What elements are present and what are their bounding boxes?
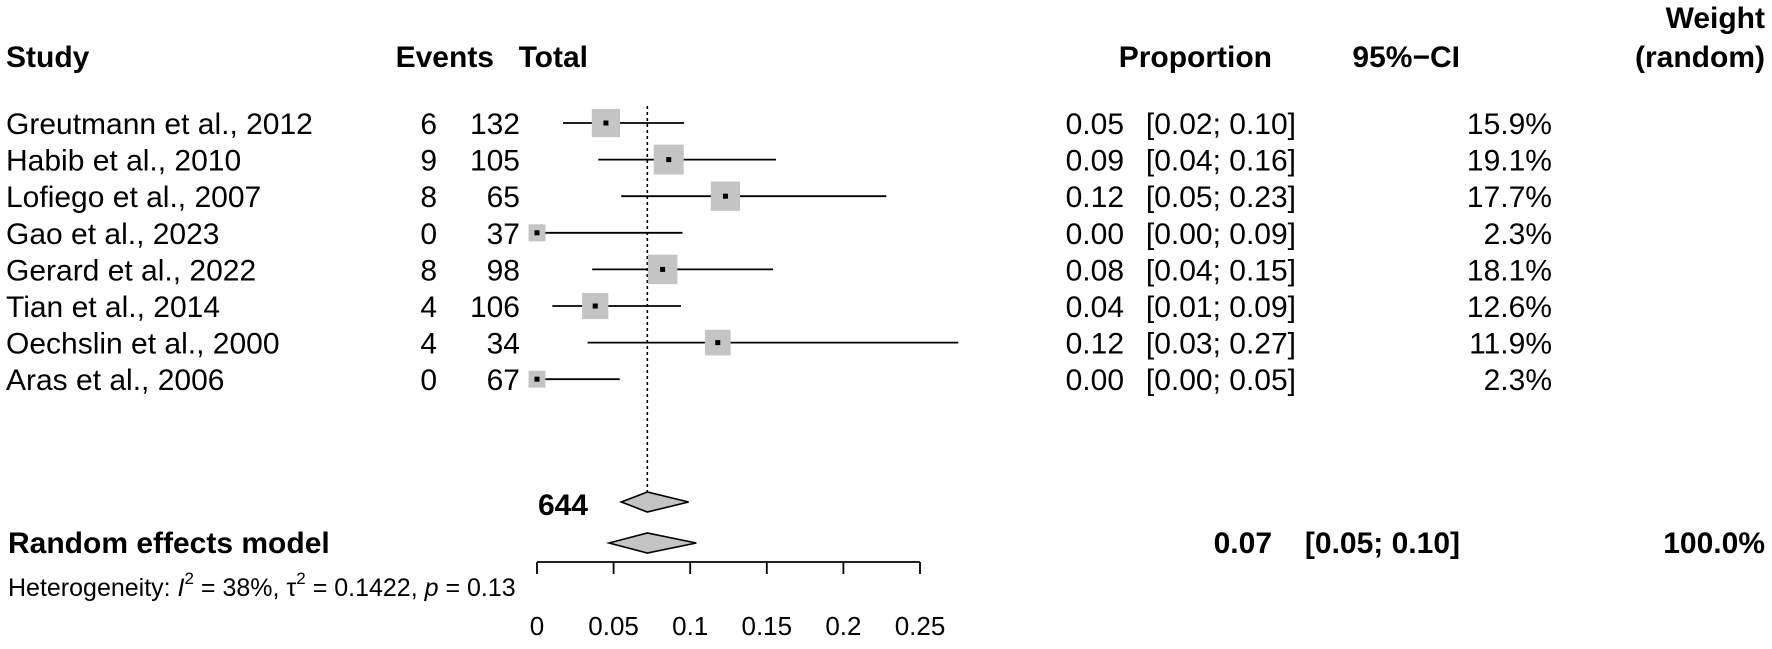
study-weight: 11.9%	[1469, 328, 1552, 361]
study-name: Greutmann et al., 2012	[6, 108, 313, 141]
header-study: Study	[6, 41, 90, 74]
study-ci: [0.00; 0.09]	[1146, 218, 1296, 251]
study-weight: 15.9%	[1467, 108, 1552, 141]
study-total: 65	[487, 181, 520, 214]
study-events: 4	[420, 328, 437, 361]
tau-value: = 0.1422,	[306, 574, 425, 602]
i2-superscript: 2	[185, 569, 194, 588]
study-total: 37	[487, 218, 520, 251]
random-effects-diamond	[605, 532, 697, 554]
study-weight: 12.6%	[1467, 291, 1552, 324]
random-effects-label: Random effects model	[8, 527, 330, 560]
study-weight: 19.1%	[1467, 145, 1552, 178]
x-axis-tick-label: 0.1	[672, 611, 708, 641]
tau-symbol: τ	[286, 574, 296, 602]
study-events: 6	[420, 108, 437, 141]
header-total: Total	[519, 41, 588, 74]
study-proportion: 0.12	[1066, 328, 1124, 361]
study-ci: [0.04; 0.15]	[1146, 254, 1296, 287]
study-name: Oechslin et al., 2000	[6, 328, 280, 361]
study-events: 8	[420, 254, 437, 287]
study-events: 9	[420, 145, 437, 178]
p-value: = 0.13	[439, 574, 516, 602]
study-proportion: 0.04	[1066, 291, 1124, 324]
study-point	[534, 230, 540, 236]
study-point	[534, 376, 540, 382]
study-ci: [0.03; 0.27]	[1146, 328, 1296, 361]
x-axis-tick-label: 0.05	[588, 611, 639, 641]
study-total: 106	[470, 291, 520, 324]
study-weight: 2.3%	[1484, 364, 1552, 397]
x-axis-tick-label: 0.25	[895, 611, 946, 641]
header-ci: 95%−CI	[1352, 41, 1460, 74]
study-point	[715, 340, 721, 346]
study-proportion: 0.08	[1066, 254, 1124, 287]
heterogeneity-text: Heterogeneity: I2 = 38%, τ2 = 0.1422, p …	[8, 569, 516, 602]
study-name: Tian et al., 2014	[6, 291, 220, 324]
header-proportion: Proportion	[1119, 41, 1272, 74]
pooled-diamond	[619, 491, 689, 513]
pooled-total: 644	[538, 489, 588, 522]
study-rows: Greutmann et al., 2012 6 132 0.05 [0.02; 0.1…	[6, 108, 1552, 397]
study-weight: 18.1%	[1467, 254, 1552, 287]
study-name: Lofiego et al., 2007	[6, 181, 261, 214]
study-point	[592, 303, 598, 309]
study-total: 132	[470, 108, 520, 141]
study-total: 34	[487, 328, 520, 361]
study-point	[660, 266, 666, 272]
p-symbol: p	[424, 574, 439, 602]
study-ci: [0.05; 0.23]	[1146, 181, 1296, 214]
header-weight-line1: Weight	[1666, 2, 1765, 35]
study-ci: [0.02; 0.10]	[1146, 108, 1296, 141]
study-proportion: 0.05	[1066, 108, 1124, 141]
study-name: Gao et al., 2023	[6, 218, 220, 251]
study-ci: [0.04; 0.16]	[1146, 145, 1296, 178]
x-axis-tick-label: 0.15	[741, 611, 792, 641]
study-point	[722, 193, 728, 199]
study-ci: [0.00; 0.05]	[1146, 364, 1296, 397]
study-total: 67	[487, 364, 520, 397]
i2-value: = 38%,	[194, 574, 286, 602]
study-proportion: 0.09	[1066, 145, 1124, 178]
study-name: Aras et al., 2006	[6, 364, 224, 397]
study-proportion: 0.00	[1066, 218, 1124, 251]
x-axis-tick-label: 0.2	[825, 611, 861, 641]
study-events: 4	[420, 291, 437, 324]
study-total: 98	[487, 254, 520, 287]
study-ci: [0.01; 0.09]	[1146, 291, 1296, 324]
study-proportion: 0.00	[1066, 364, 1124, 397]
i2-symbol: I	[178, 574, 185, 602]
study-events: 0	[420, 364, 437, 397]
random-effects-proportion: 0.07	[1214, 527, 1272, 560]
study-point	[666, 157, 672, 163]
random-effects-weight: 100.0%	[1663, 527, 1765, 560]
plot-area: 0 0.05 0.1 0.15 0.2 0.25	[528, 106, 959, 641]
study-total: 105	[470, 145, 520, 178]
study-name: Gerard et al., 2022	[6, 254, 256, 287]
study-name: Habib et al., 2010	[6, 145, 241, 178]
random-effects-ci: [0.05; 0.10]	[1305, 527, 1460, 560]
header-events: Events	[396, 41, 494, 74]
study-point	[603, 120, 609, 126]
study-events: 8	[420, 181, 437, 214]
study-events: 0	[420, 218, 437, 251]
study-weight: 2.3%	[1484, 218, 1552, 251]
tau-superscript: 2	[296, 569, 305, 588]
x-axis-tick-label: 0	[530, 611, 544, 641]
study-weight: 17.7%	[1467, 181, 1552, 214]
heterogeneity-prefix: Heterogeneity:	[8, 574, 178, 602]
header-weight-line2: (random)	[1635, 41, 1765, 74]
study-proportion: 0.12	[1066, 181, 1124, 214]
